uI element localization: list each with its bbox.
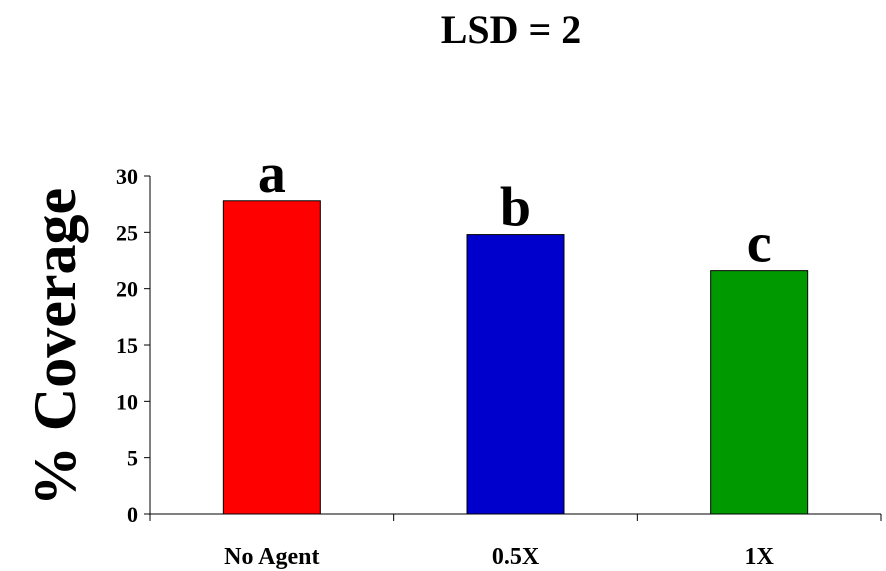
y-axis-label: % Coverage <box>22 188 88 506</box>
bar <box>466 234 565 515</box>
y-tick-label: 5 <box>127 446 138 471</box>
significance-letter: a <box>258 143 286 205</box>
plot-area: a No Agent b 0.5X c 1X 0 5 10 15 20 25 30 <box>116 143 882 570</box>
chart-title: LSD = 2 <box>441 7 582 52</box>
y-tick-label: 30 <box>116 164 138 189</box>
x-tick-label: 0.5X <box>492 544 540 570</box>
y-tick-label: 20 <box>116 277 138 302</box>
bar <box>710 270 809 515</box>
bar <box>222 200 321 515</box>
y-tick-label: 10 <box>116 389 138 414</box>
significance-letter: c <box>747 213 772 275</box>
y-tick-label: 25 <box>116 220 138 245</box>
x-tick-label: 1X <box>744 544 774 570</box>
y-tick-label: 0 <box>127 502 138 527</box>
x-tick-label: No Agent <box>224 544 319 570</box>
significance-letter: b <box>500 177 531 239</box>
y-tick-label: 15 <box>116 333 138 358</box>
